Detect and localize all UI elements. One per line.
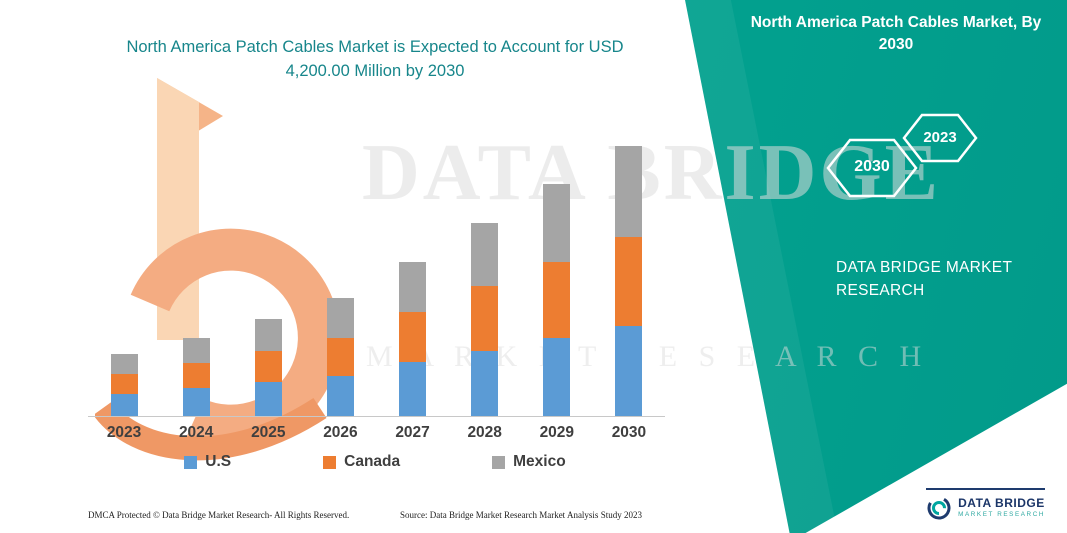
bar-segment-us-2029 [543,337,571,416]
stacked-bar-2030 [615,146,643,416]
stacked-bar-2025 [254,318,282,416]
bar-segment-canada-2029 [543,262,571,338]
bar-segment-us-2028 [471,350,499,416]
legend-item-us: U.S [184,453,231,471]
bar-segment-mexico-2029 [543,184,571,263]
chart-title-line1: North America Patch Cables Market is Exp… [126,38,624,56]
stacked-bar-2028 [471,223,499,416]
legend-swatch-mexico [492,455,506,469]
x-axis-label-2027: 2027 [395,424,430,441]
bar-segment-mexico-2030 [615,146,643,238]
watermark-brand-text: DATA BRIDGE [362,129,942,217]
bar-segment-us-2023 [110,394,138,416]
bar-segment-mexico-2023 [110,353,138,375]
chart-title-line2: 4,200.00 Million by 2030 [285,61,465,80]
bar-segment-canada-2024 [182,363,210,389]
bar-segment-us-2024 [182,388,210,416]
stacked-bar-2029 [543,184,571,416]
chart-title: North America Patch Cables Market is Exp… [70,36,680,84]
stacked-bar-2027 [399,262,427,416]
hexagon-year-2030: 2030 [854,158,890,175]
legend-item-canada: Canada [323,453,400,471]
bar-segment-us-2027 [399,361,427,416]
stacked-bar-2024 [182,338,210,416]
hexagon-2030-outline [826,138,918,198]
legend-item-mexico: Mexico [492,453,566,471]
brand-name-line1: DATA BRIDGE MARKET [836,259,1013,276]
bar-segment-mexico-2027 [399,262,427,312]
bar-segment-us-2025 [254,381,282,416]
bar-segment-canada-2028 [471,286,499,351]
x-axis-label-2024: 2024 [178,424,214,441]
bar-segment-mexico-2028 [471,223,499,287]
legend-label-mexico: Mexico [513,453,566,470]
bar-segment-canada-2026 [326,337,354,376]
x-axis-label-2025: 2025 [251,424,286,441]
bar-slot-2027 [377,146,449,416]
bar-slot-2026 [304,146,376,416]
legend-swatch-canada [323,455,337,469]
stacked-bar-2026 [326,297,354,416]
orange-brand-watermark-icon [95,78,340,461]
watermark-subtitle-text: M A R K E T R E S E A R C H [366,340,929,373]
source-notice: Source: Data Bridge Market Research Mark… [400,510,642,520]
chart-legend: U.S Canada Mexico [70,453,680,471]
hexagon-2023-outline [902,113,978,163]
dmca-notice: DMCA Protected © Data Bridge Market Rese… [88,510,350,520]
bar-segment-mexico-2025 [254,318,282,352]
legend-swatch-us [184,455,198,469]
x-axis-label-2029: 2029 [539,424,575,441]
bar-slot-2030 [593,146,665,416]
hexagon-year-2023: 2023 [923,129,957,146]
bar-segment-us-2026 [326,375,354,416]
brand-name-text: DATA BRIDGE MARKET RESEARCH [836,256,1056,303]
x-axis-labels: 2023 2024 2025 2026 2027 2028 2029 2030 [88,424,665,442]
bar-slot-2029 [521,146,593,416]
bar-slot-2024 [160,146,232,416]
bar-segment-canada-2027 [399,311,427,362]
x-axis-label-2026: 2026 [323,424,358,441]
company-logo-subtitle: MARKET RESEARCH [958,511,1045,519]
x-axis-label-2023: 2023 [106,424,142,441]
legend-label-us: U.S [205,453,232,470]
brand-name-line2: RESEARCH [836,282,925,300]
stacked-bar-2023 [110,353,138,416]
bar-segment-canada-2030 [615,237,643,326]
x-axis-label-2028: 2028 [467,424,502,441]
bar-segment-us-2030 [615,325,643,416]
company-logo-name: DATA BRIDGE [958,496,1045,511]
bar-slot-2028 [449,146,521,416]
company-logo-text: DATA BRIDGE MARKET RESEARCH [958,496,1045,519]
company-logo-icon [927,496,951,520]
company-logo: DATA BRIDGE MARKET RESEARCH [926,488,1045,521]
bar-slot-2023 [88,146,160,416]
bar-slot-2025 [232,146,304,416]
legend-label-canada: Canada [344,453,401,470]
bar-segment-mexico-2024 [182,338,210,364]
hexagon-badges [826,113,978,198]
bar-segment-canada-2025 [254,351,282,382]
panel-title: North America Patch Cables Market, By 20… [750,14,1042,53]
bar-segment-mexico-2026 [326,297,354,338]
bar-chart-plot [88,146,665,417]
bar-segment-canada-2023 [110,374,138,395]
x-axis-label-2030: 2030 [611,424,647,441]
